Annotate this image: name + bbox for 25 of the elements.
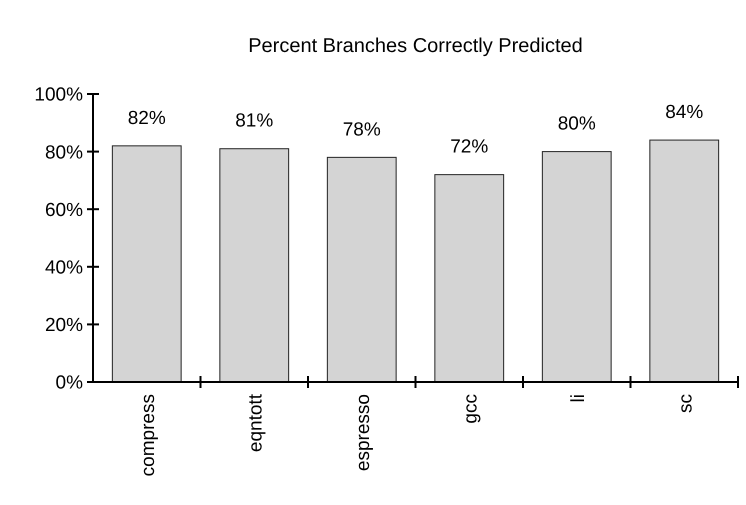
x-tick-label: gcc (460, 394, 482, 424)
y-tick-label: 40% (44, 257, 84, 278)
y-tick-label: 80% (44, 142, 84, 164)
bar (326, 156, 397, 382)
bar (434, 174, 504, 382)
data-label: 81% (235, 110, 274, 132)
x-tick-label: compress (138, 394, 159, 476)
x-tick-label: li (568, 394, 589, 402)
chart-title: Percent Branches Correctly Predicted (248, 35, 583, 57)
data-label: 82% (128, 108, 166, 129)
bar (542, 151, 612, 382)
data-label: 84% (665, 102, 704, 124)
x-tick-label: eqntott (245, 393, 266, 452)
x-tick-label: espresso (352, 394, 374, 472)
bar (112, 145, 182, 382)
data-label: 72% (450, 136, 488, 158)
x-tick-label: sc (675, 394, 696, 413)
data-label: 80% (558, 114, 596, 135)
y-tick-label: 60% (44, 200, 84, 221)
y-tick-label: 20% (44, 315, 84, 336)
y-tick-label: 0% (56, 372, 84, 394)
y-tick-label: 100% (34, 84, 84, 106)
bar (219, 148, 290, 382)
data-label: 78% (342, 119, 381, 140)
bar (649, 140, 720, 382)
